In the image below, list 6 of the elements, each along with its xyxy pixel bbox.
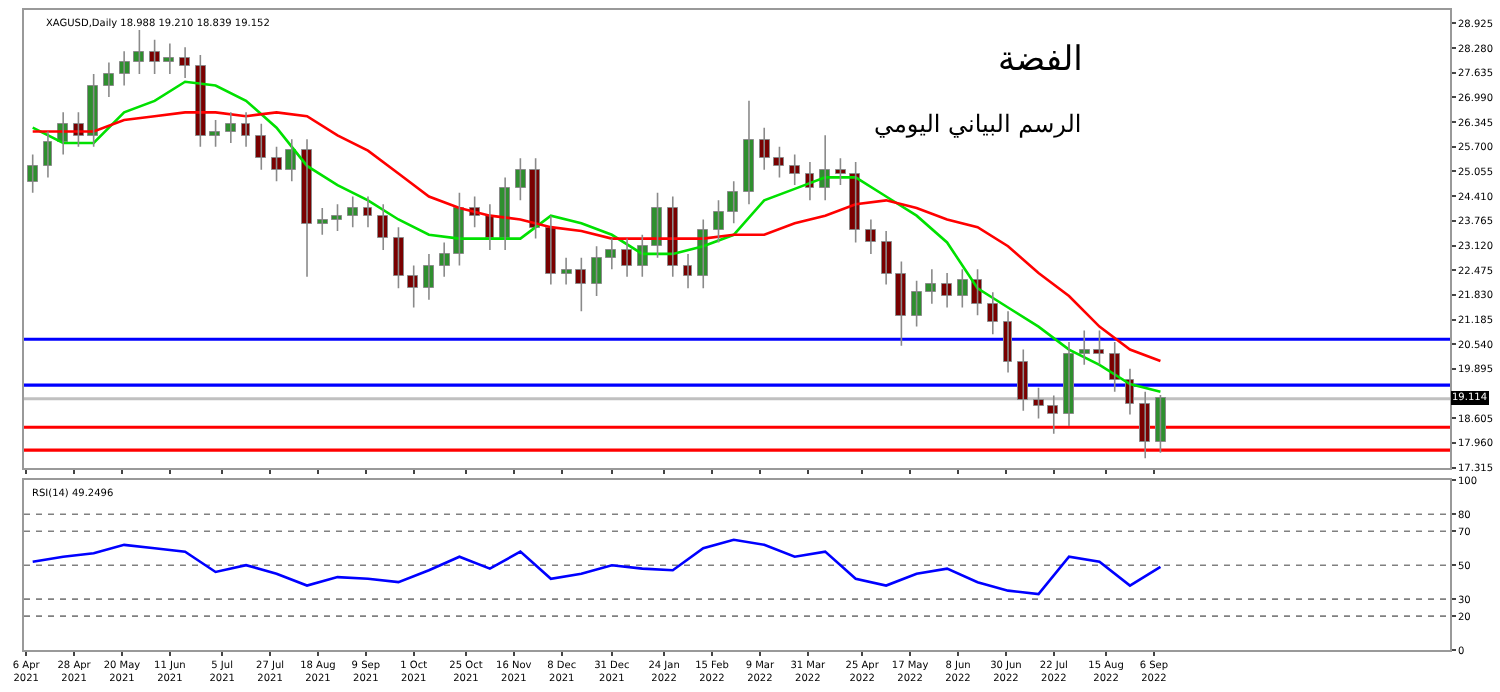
line-series (31, 111, 1162, 363)
candlestick (1155, 394, 1166, 454)
line-series (31, 538, 1162, 596)
text: الفضة (998, 40, 1083, 80)
text: الرسم البياني اليومي (874, 110, 1082, 138)
candlestick (255, 123, 266, 171)
